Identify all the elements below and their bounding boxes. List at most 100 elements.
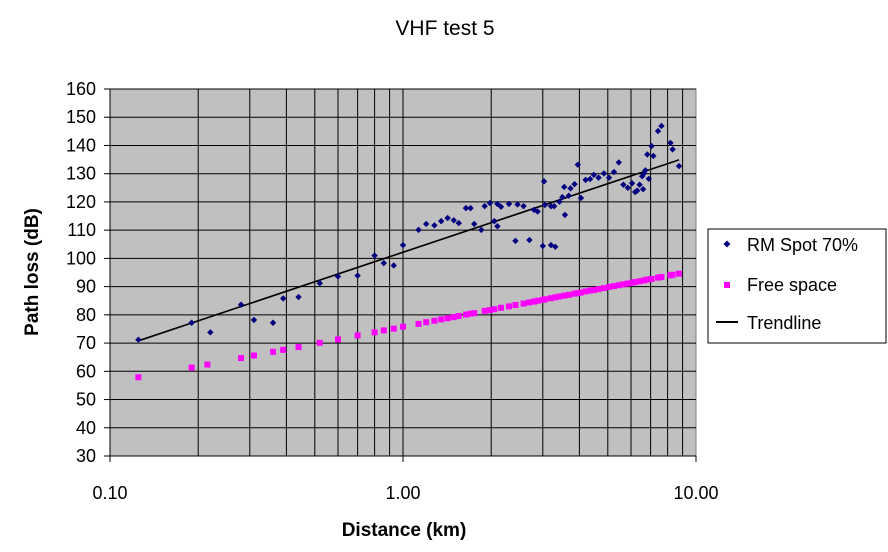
legend-item-trendline: Trendline	[716, 313, 821, 333]
x-tick-label: 1.00	[385, 483, 420, 503]
free-space-point	[658, 274, 665, 281]
free-space-point	[520, 300, 527, 307]
rm-spot-point	[491, 217, 498, 225]
free-space-point	[497, 304, 504, 311]
rm-spot-point	[586, 175, 594, 183]
x-tick-label: 0.10	[92, 483, 127, 503]
rm-spot-point	[561, 183, 568, 191]
rm-spot-point	[624, 184, 631, 192]
rm-spot-point	[667, 139, 674, 147]
free-space-point	[316, 339, 323, 346]
legend-marker-diamond-icon	[723, 240, 731, 248]
rm-spot-point	[590, 171, 598, 179]
legend-box	[707, 228, 887, 344]
free-space-point	[505, 303, 512, 310]
rm-spot-point	[481, 202, 488, 210]
free-space-point	[644, 276, 651, 283]
free-space-point	[400, 323, 406, 330]
rm-spot-point	[444, 214, 451, 222]
rm-spot-point	[415, 226, 422, 234]
rm-spot-point	[669, 146, 676, 153]
y-tick-label: 40	[76, 418, 96, 438]
rm-spot-point	[595, 174, 602, 181]
rm-spot-point	[582, 176, 589, 184]
rm-spot-point	[371, 252, 378, 259]
rm-spot-point	[654, 127, 662, 135]
free-space-point	[531, 298, 538, 305]
legend-label-trendline: Trendline	[747, 313, 821, 333]
rm-spot-point	[634, 187, 641, 194]
rm-spot-point	[450, 217, 457, 224]
free-space-point	[431, 317, 438, 324]
rm-spot-point	[526, 236, 533, 244]
y-tick-label: 160	[66, 79, 96, 99]
free-space-point	[587, 287, 594, 294]
free-space-point	[188, 364, 195, 371]
rm-spot-point	[250, 316, 258, 324]
free-space-point	[574, 290, 581, 297]
rm-spot-point	[605, 174, 613, 181]
rm-spot-point	[423, 220, 430, 228]
rm-spot-point	[540, 178, 548, 185]
rm-spot-point	[571, 180, 578, 188]
rm-spot-point	[556, 198, 563, 205]
free-space-point	[471, 310, 478, 317]
rm-spot-point	[514, 201, 521, 208]
rm-spot-point	[471, 220, 478, 228]
free-space-point	[491, 306, 498, 313]
rm-spot-point	[354, 272, 361, 279]
free-space-point	[676, 270, 683, 277]
free-space-point	[541, 296, 548, 303]
y-tick-label: 130	[66, 164, 96, 184]
free-space-point	[648, 275, 655, 282]
free-space-point	[334, 336, 341, 343]
free-space-point	[295, 344, 302, 351]
free-space-point	[467, 310, 474, 317]
y-tick-label: 100	[66, 248, 96, 268]
free-space-point	[565, 291, 572, 298]
free-space-point	[481, 307, 488, 314]
rm-spot-point	[530, 206, 538, 214]
free-space-point	[606, 283, 613, 290]
rm-spot-point	[620, 181, 627, 188]
rm-spot-point	[552, 243, 559, 251]
rm-spot-point	[316, 280, 323, 287]
rm-spot-point	[644, 151, 651, 158]
y-tick-label: 70	[76, 333, 96, 353]
rm-spot-point	[269, 319, 277, 326]
legend: RM Spot 70% Free space Trendline	[707, 228, 887, 344]
rm-spot-point	[636, 181, 643, 188]
rm-spot-point	[431, 222, 438, 229]
rm-spot-point	[135, 336, 142, 343]
free-space-point	[423, 319, 430, 326]
rm-spot-point	[399, 241, 407, 249]
free-space-point	[561, 292, 568, 299]
free-space-point	[636, 278, 643, 285]
free-space-point	[590, 287, 597, 294]
free-space-point	[354, 332, 361, 339]
free-space-point	[135, 374, 142, 381]
free-space-point	[629, 279, 636, 286]
free-space-point	[655, 274, 662, 281]
rm-spot-point	[650, 152, 657, 160]
free-space-point	[486, 307, 493, 314]
free-space-point	[250, 352, 257, 359]
y-tick-label: 50	[76, 390, 96, 410]
trendline	[138, 159, 680, 342]
free-space-point	[462, 311, 469, 318]
legend-label-rm-spot: RM Spot 70%	[747, 235, 858, 255]
rm-spot-series	[135, 122, 683, 343]
rm-spot-point	[642, 167, 649, 174]
rm-spot-point	[512, 237, 519, 245]
rm-spot-point	[577, 194, 585, 202]
free-space-point	[204, 361, 211, 368]
y-axis-title: Path loss (dB)	[22, 208, 43, 336]
y-tick-label: 30	[76, 446, 96, 466]
rm-spot-point	[437, 217, 445, 225]
y-tick-label: 60	[76, 361, 96, 381]
rm-spot-point	[610, 168, 618, 176]
y-tick-label: 90	[76, 277, 96, 297]
free-space-point	[390, 325, 397, 332]
free-space-series	[135, 270, 683, 381]
